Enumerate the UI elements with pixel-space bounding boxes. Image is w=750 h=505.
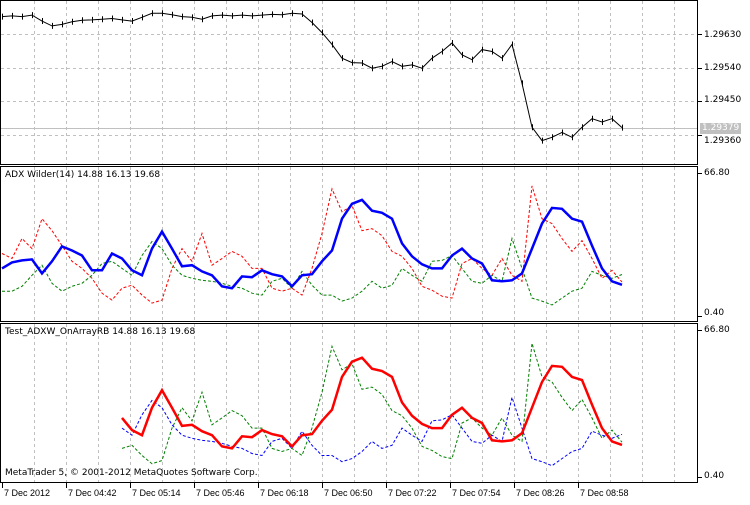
axis-ticks: [2, 34, 702, 488]
adx-series-dashed-2: [2, 236, 623, 306]
current-price-label: 1.29379: [700, 122, 742, 134]
adx-series-main: [1, 198, 623, 290]
pane-frames: [0, 0, 698, 483]
time-axis-label: 7 Dec 06:50: [324, 488, 373, 498]
time-axis-label: 7 Dec 04:42: [68, 488, 117, 498]
test-adx-pane-frame: [0, 323, 698, 483]
time-axis-label: 7 Dec 2012: [4, 488, 51, 498]
test-adx-series-dashed-1: [121, 343, 623, 465]
adx-series-dashed-1: [1, 185, 623, 304]
test-adx-series-main: [121, 356, 623, 450]
price-tick-label: 1.29630: [704, 30, 742, 40]
time-axis-label: 7 Dec 05:46: [196, 488, 245, 498]
price-line: [1, 12, 623, 142]
time-axis-label: 7 Dec 07:54: [452, 488, 501, 498]
adx-tick-max: 66.80: [704, 168, 730, 178]
time-axis-label: 7 Dec 06:18: [260, 488, 309, 498]
chart-marks: [1, 10, 623, 467]
price-tick-label: 1.29540: [704, 63, 742, 73]
price-tick-label: 1.29360: [704, 136, 742, 146]
copyright-text: MetaTrader 5, © 2001-2012 MetaQuotes Sof…: [5, 468, 258, 478]
price-pane-frame: [0, 0, 698, 165]
adx-pane-frame: [0, 166, 698, 322]
test-adx-tick-min: 0.40: [704, 471, 725, 481]
grid: [1, 1, 697, 482]
adx-tick-min: 0.40: [704, 308, 725, 318]
adx-pane-title: ADX Wilder(14) 14.88 16.13 19.68: [5, 170, 161, 180]
price-tick-label: 1.29450: [704, 95, 742, 105]
time-axis-label: 7 Dec 05:14: [132, 488, 181, 498]
test-adx-pane-title: Test_ADXW_OnArrayRB 14.88 16.13 19.68: [5, 327, 196, 337]
time-axis-label: 7 Dec 07:22: [388, 488, 437, 498]
time-axis-label: 7 Dec 08:58: [580, 488, 629, 498]
test-adx-tick-max: 66.80: [704, 325, 730, 335]
time-axis-label: 7 Dec 08:26: [516, 488, 565, 498]
